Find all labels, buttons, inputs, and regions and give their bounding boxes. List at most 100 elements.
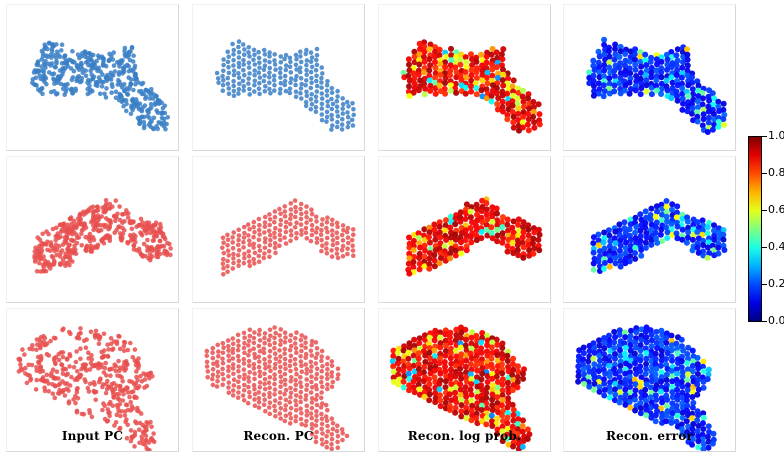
point xyxy=(345,246,350,251)
point xyxy=(590,83,597,89)
point xyxy=(400,368,407,374)
point xyxy=(278,222,283,228)
point xyxy=(324,88,330,93)
point xyxy=(319,75,324,81)
point xyxy=(505,363,512,370)
point xyxy=(479,418,486,425)
point xyxy=(643,82,650,89)
point xyxy=(272,241,278,246)
point xyxy=(411,347,418,354)
point xyxy=(468,381,475,388)
point xyxy=(612,351,618,357)
point xyxy=(494,426,501,433)
point xyxy=(673,62,680,69)
point xyxy=(437,61,444,68)
point xyxy=(309,227,315,233)
point xyxy=(220,341,226,346)
point xyxy=(329,363,335,369)
point xyxy=(299,228,304,233)
point xyxy=(643,234,650,241)
point xyxy=(453,69,460,75)
point xyxy=(596,69,603,76)
point xyxy=(442,384,449,391)
point xyxy=(489,396,496,403)
point xyxy=(498,219,505,226)
point xyxy=(168,252,173,258)
point xyxy=(92,216,98,221)
point xyxy=(251,362,257,367)
point xyxy=(695,386,702,393)
point xyxy=(282,351,287,356)
point xyxy=(469,402,476,409)
point xyxy=(69,374,74,380)
point xyxy=(288,368,293,374)
point xyxy=(53,242,59,248)
point xyxy=(585,364,592,370)
point xyxy=(442,337,449,344)
point xyxy=(298,59,304,65)
point xyxy=(225,248,231,253)
point xyxy=(309,364,314,369)
point xyxy=(41,339,46,344)
point xyxy=(147,115,152,120)
point xyxy=(230,388,236,393)
point xyxy=(530,98,537,105)
point xyxy=(136,427,142,432)
point xyxy=(65,64,71,69)
point xyxy=(647,394,654,401)
point xyxy=(663,334,670,341)
point xyxy=(220,382,225,388)
point xyxy=(263,84,268,89)
point xyxy=(653,219,660,226)
point xyxy=(689,431,696,438)
point xyxy=(330,242,336,248)
point xyxy=(617,347,623,354)
point xyxy=(658,69,665,76)
point xyxy=(695,433,702,440)
point xyxy=(642,239,649,246)
point xyxy=(658,54,665,61)
point xyxy=(314,392,320,398)
point xyxy=(334,98,340,104)
point xyxy=(272,398,278,403)
point xyxy=(715,225,722,232)
point xyxy=(283,413,289,419)
point xyxy=(236,233,242,238)
point xyxy=(591,88,598,95)
point xyxy=(313,340,319,345)
point xyxy=(101,370,107,375)
point xyxy=(426,56,433,63)
point xyxy=(247,327,253,333)
point xyxy=(262,335,267,341)
point xyxy=(415,87,422,94)
point xyxy=(315,351,320,357)
point xyxy=(124,435,130,441)
point xyxy=(484,69,491,76)
point xyxy=(631,350,638,357)
point xyxy=(575,378,582,385)
point xyxy=(700,368,707,375)
point xyxy=(283,387,289,393)
point xyxy=(246,375,251,380)
panel-shape-2-2 xyxy=(192,156,365,303)
point xyxy=(273,250,278,256)
point xyxy=(452,215,459,222)
point xyxy=(225,81,231,87)
point xyxy=(453,362,459,369)
point xyxy=(590,240,597,247)
point xyxy=(405,355,412,362)
point xyxy=(406,382,413,389)
point-cloud xyxy=(32,198,173,274)
point xyxy=(252,68,257,73)
point xyxy=(427,82,434,89)
point xyxy=(273,414,278,419)
point xyxy=(519,239,526,246)
point xyxy=(299,422,304,427)
point xyxy=(257,380,263,385)
point xyxy=(130,220,136,225)
point xyxy=(478,382,485,389)
point xyxy=(694,244,701,251)
point xyxy=(241,376,247,382)
point xyxy=(642,392,649,399)
point xyxy=(711,222,717,229)
